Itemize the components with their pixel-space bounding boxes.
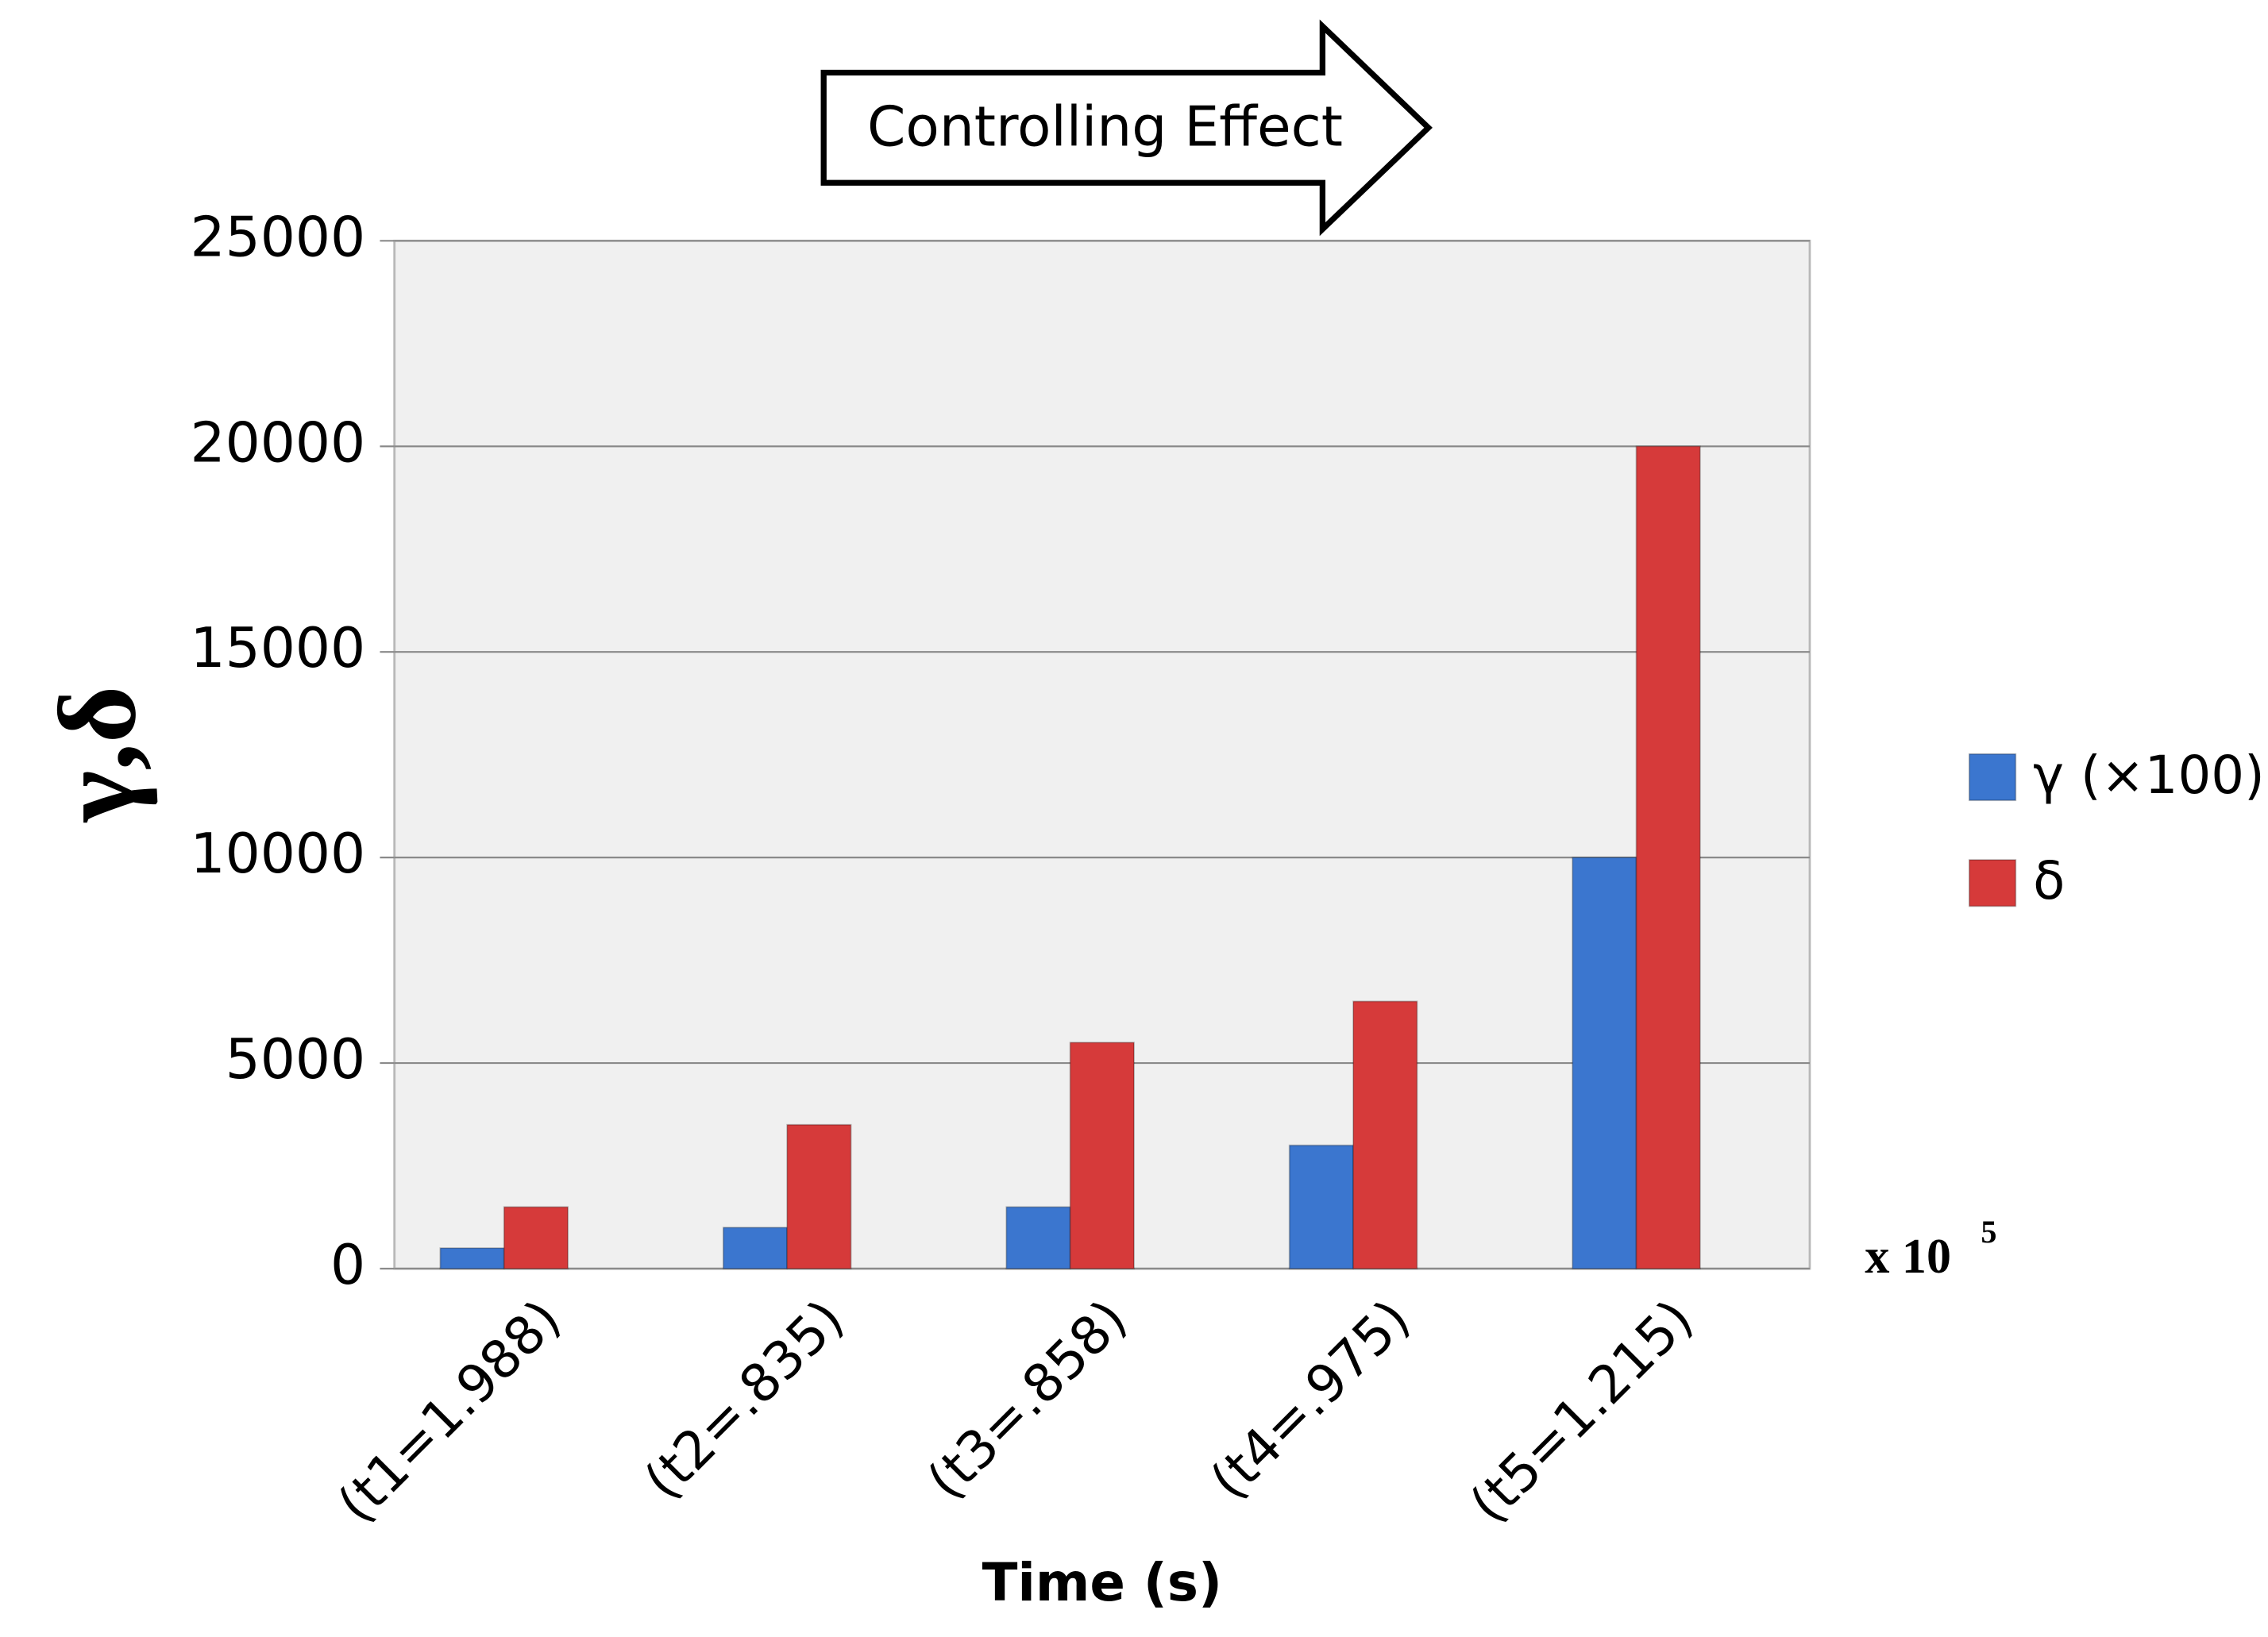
bar	[503, 1206, 569, 1269]
annotation: Controlling Effect	[867, 96, 1343, 160]
bar	[1288, 1144, 1355, 1269]
y-tick-label: 10000	[190, 822, 365, 886]
y-tick-label: 25000	[190, 206, 365, 269]
axis-multiplier: x 10	[1865, 1230, 1951, 1284]
y-tick-label: 0	[330, 1234, 365, 1297]
bar	[1352, 1000, 1418, 1269]
legend-swatch	[1968, 753, 2017, 802]
y-tick-label: 5000	[226, 1028, 366, 1092]
bar	[1069, 1042, 1135, 1269]
bar	[722, 1227, 789, 1269]
bar	[1572, 857, 1637, 1269]
bar	[1005, 1206, 1071, 1269]
legend-label: δ	[2033, 850, 2065, 911]
y-tick-label: 20000	[190, 411, 365, 475]
y-axis-label: γ,δ	[37, 686, 159, 823]
legend-label: γ (×100)	[2033, 745, 2265, 806]
annotation-arrow	[820, 19, 1433, 237]
legend-swatch	[1968, 859, 2017, 907]
x-axis-label: Time (s)	[982, 1552, 1222, 1613]
y-tick-label: 15000	[190, 617, 365, 680]
bar	[439, 1247, 505, 1269]
bar	[1635, 445, 1701, 1269]
bar	[786, 1123, 852, 1269]
axis-multiplier-exponent: 5	[1981, 1214, 1996, 1250]
